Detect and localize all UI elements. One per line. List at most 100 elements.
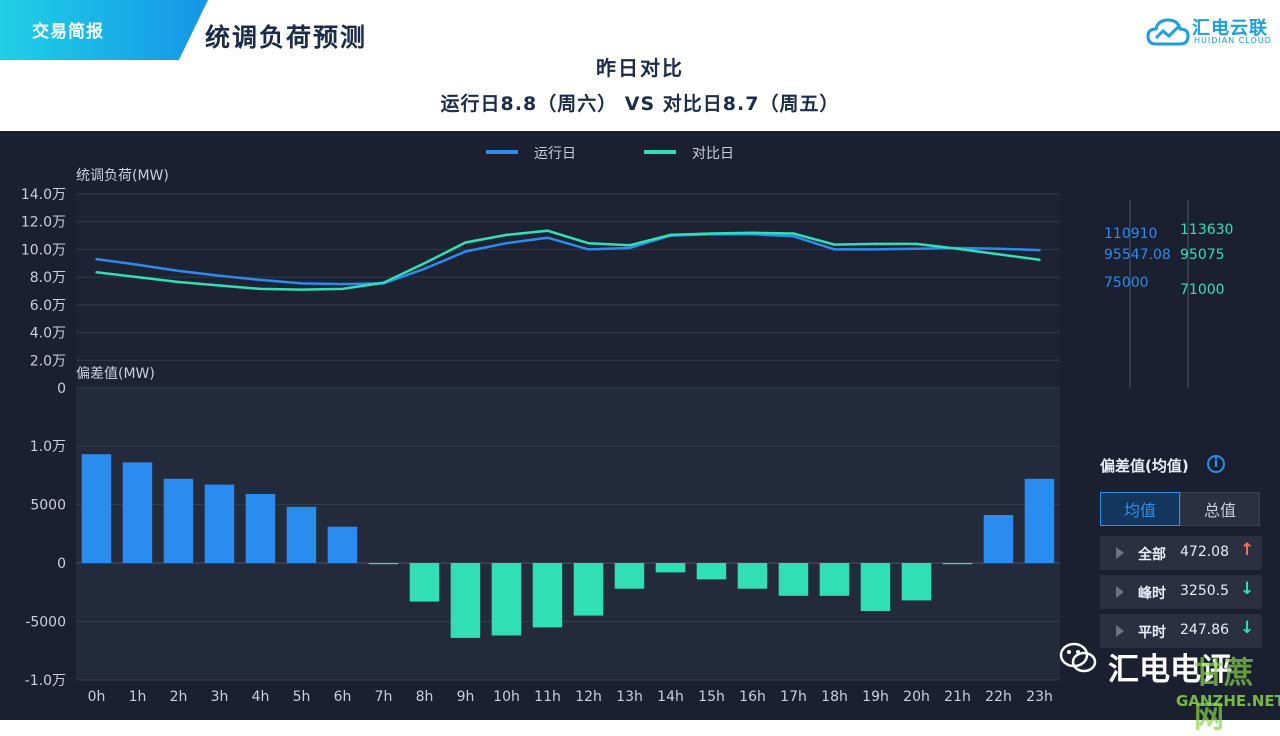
series-line-compare <box>96 229 1040 291</box>
brand-sub: HUIDIAN CLOUD <box>1194 36 1272 45</box>
stat-value: 247.86 <box>1180 622 1229 638</box>
point-run <box>95 257 98 261</box>
point-compare <box>833 243 836 246</box>
brand-name: 汇电云联 <box>1192 18 1268 39</box>
deviation-bar <box>450 563 481 638</box>
cloud-logo-icon <box>1146 18 1190 46</box>
point-run <box>874 248 877 251</box>
x-tick-label: 23h <box>1026 689 1053 705</box>
stat-row-flat[interactable]: 平时 247.86 ↓ <box>1100 614 1262 648</box>
deviation-bar <box>491 563 522 636</box>
section-tag: 交易简报 <box>0 0 208 60</box>
point-compare <box>710 232 713 235</box>
point-compare <box>669 233 672 237</box>
legend-compare-label: 对比日 <box>692 146 734 162</box>
x-tick-label: 15h <box>698 689 725 705</box>
tab-mean[interactable]: 均值 <box>1100 492 1180 526</box>
point-compare <box>300 288 303 291</box>
line-y-tick-label: 8.0万 <box>30 270 66 286</box>
deviation-bar <box>81 454 112 563</box>
series-line-run <box>96 232 1040 286</box>
stat-tabs: 均值 总值 <box>1100 492 1260 526</box>
wechat-icon <box>1059 642 1097 673</box>
line-y-tick-label: 12.0万 <box>21 215 66 231</box>
deviation-bar <box>778 563 809 596</box>
stat-value: 3250.5 <box>1180 583 1229 599</box>
deviation-bar <box>983 515 1014 563</box>
stat-row-peak[interactable]: 峰时 3250.5 ↓ <box>1100 575 1262 609</box>
stat-label: 全部 <box>1138 547 1166 563</box>
deviation-bar <box>368 563 399 565</box>
stat-label: 峰时 <box>1138 586 1166 602</box>
point-run <box>628 246 631 250</box>
x-tick-label: 0h <box>88 689 106 705</box>
point-compare <box>341 287 344 291</box>
point-compare <box>423 262 426 265</box>
point-compare <box>218 284 221 287</box>
line-y-tick-label: 6.0万 <box>30 298 66 314</box>
deviation-bar <box>737 563 768 589</box>
point-compare <box>628 244 631 247</box>
bar-y-tick-label: 1.0万 <box>30 439 66 455</box>
point-run <box>505 241 508 245</box>
line-plot-bg <box>76 194 1060 388</box>
page-title: 统调负荷预测 <box>205 23 368 52</box>
deviation-bar <box>655 563 686 573</box>
point-run <box>546 236 549 239</box>
point-compare <box>751 231 754 234</box>
point-compare <box>956 247 959 250</box>
point-compare <box>505 233 508 237</box>
deviation-bar <box>122 462 153 563</box>
bar-y-tick-label: -5000 <box>25 615 66 631</box>
info-icon[interactable]: i <box>1207 455 1225 473</box>
stat-row-all[interactable]: 全部 472.08 ↑ <box>1100 536 1262 570</box>
point-run <box>915 247 918 250</box>
deviation-bar <box>614 563 645 589</box>
deviation-bar <box>819 563 850 596</box>
deviation-bar <box>573 563 604 616</box>
point-run <box>300 282 303 285</box>
point-compare <box>792 232 795 235</box>
point-run <box>1038 248 1041 252</box>
x-tick-label: 21h <box>944 689 971 705</box>
stat-value: 472.08 <box>1180 544 1229 560</box>
point-compare <box>95 271 98 274</box>
point-run <box>587 248 590 251</box>
x-tick-label: 16h <box>739 689 766 705</box>
arrow-up-icon: ↑ <box>1240 540 1255 560</box>
tab-total[interactable]: 总值 <box>1180 492 1260 526</box>
point-run <box>177 269 180 273</box>
line-y-axis-label: 统调负荷(MW) <box>76 168 169 184</box>
deviation-bar <box>409 563 440 602</box>
deviation-bar <box>942 563 973 565</box>
chart-subtitle: 昨日对比 <box>596 56 684 80</box>
stat-label: 平时 <box>1138 625 1166 641</box>
x-tick-label: 17h <box>780 689 807 705</box>
expand-triangle-icon <box>1116 625 1124 637</box>
section-tag-label: 交易简报 <box>32 22 104 42</box>
x-tick-label: 18h <box>821 689 848 705</box>
x-tick-label: 7h <box>375 689 393 705</box>
x-tick-label: 3h <box>211 689 229 705</box>
x-tick-label: 13h <box>616 689 643 705</box>
x-tick-label: 10h <box>493 689 520 705</box>
wechat-watermark: 汇电电评 <box>1108 652 1232 688</box>
x-tick-label: 1h <box>129 689 147 705</box>
line-y-tick-label: 0 <box>57 381 66 397</box>
point-compare <box>136 275 139 279</box>
point-compare <box>259 287 262 291</box>
deviation-bar <box>286 506 317 563</box>
bar-y-tick-label: 0 <box>57 556 66 572</box>
expand-triangle-icon <box>1116 547 1124 559</box>
deviation-bar <box>204 484 235 563</box>
point-compare <box>464 241 467 244</box>
point-run <box>792 235 795 238</box>
deviation-bar <box>860 563 891 611</box>
deviation-bar <box>901 563 932 601</box>
point-compare <box>1038 258 1041 262</box>
point-run <box>259 278 262 282</box>
expand-triangle-icon <box>1116 586 1124 598</box>
x-tick-label: 19h <box>862 689 889 705</box>
deviation-bar <box>1024 478 1055 563</box>
deviation-bar <box>163 478 194 563</box>
